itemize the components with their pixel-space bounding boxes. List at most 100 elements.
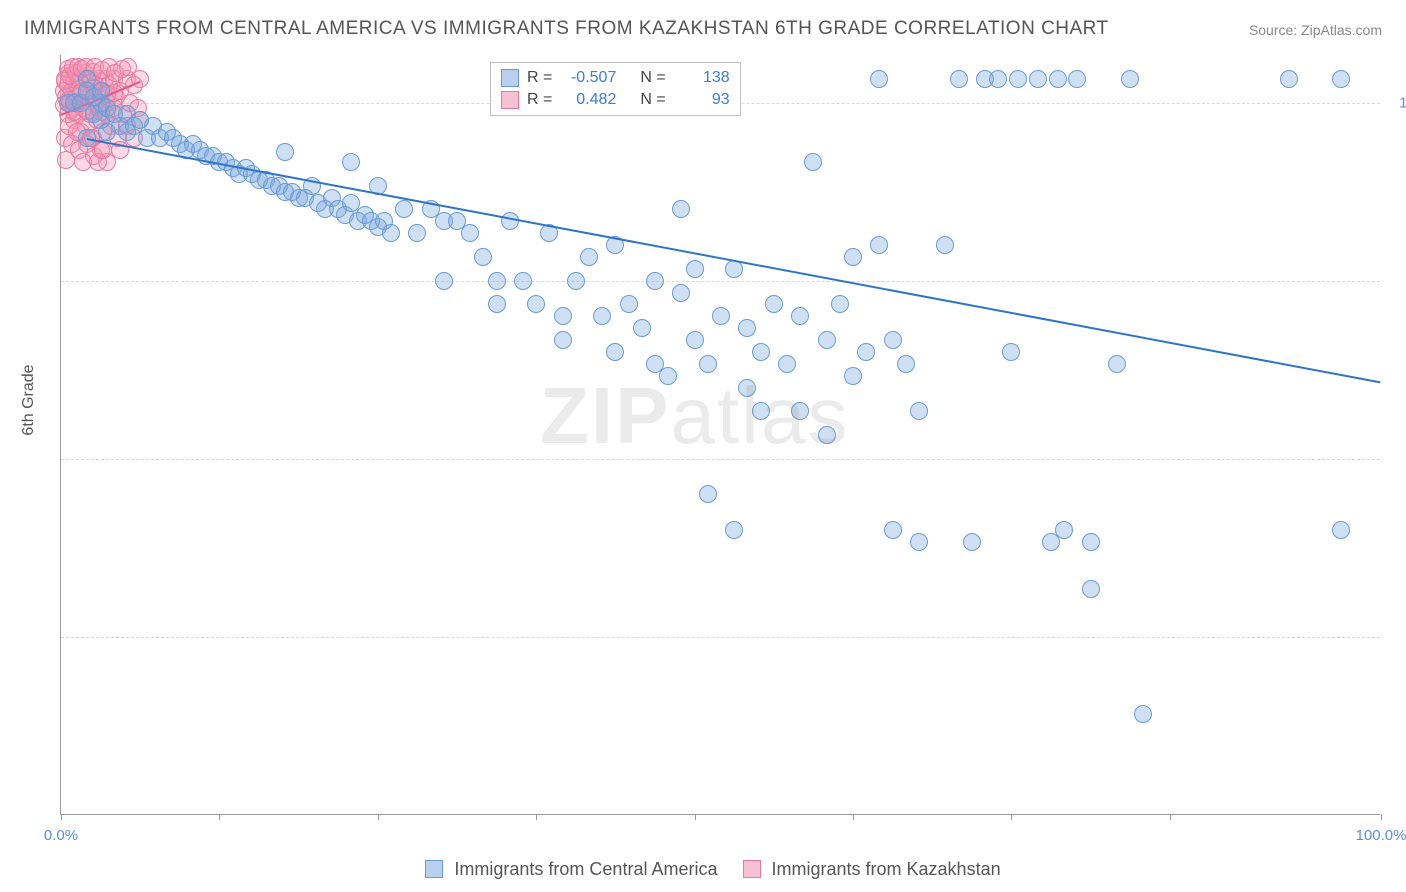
data-point-central-america (382, 224, 400, 242)
data-point-central-america (408, 224, 426, 242)
data-point-central-america (897, 355, 915, 373)
data-point-central-america (488, 272, 506, 290)
data-point-central-america (395, 200, 413, 218)
data-point-central-america (884, 521, 902, 539)
data-point-central-america (1332, 521, 1350, 539)
data-point-central-america (342, 153, 360, 171)
data-point-central-america (474, 248, 492, 266)
data-point-central-america (672, 200, 690, 218)
data-point-central-america (831, 295, 849, 313)
data-point-central-america (778, 355, 796, 373)
y-axis-label: 6th Grade (20, 364, 38, 435)
data-point-central-america (1280, 70, 1298, 88)
data-point-central-america (950, 70, 968, 88)
stats-row-kazakhstan: R = 0.482 N = 93 (501, 89, 730, 111)
n-label: N = (640, 69, 665, 87)
data-point-central-america (1049, 70, 1067, 88)
legend-label-central-america: Immigrants from Central America (454, 859, 717, 879)
data-point-central-america (910, 533, 928, 551)
n-value-central-america: 138 (674, 69, 730, 87)
data-point-central-america (1134, 705, 1152, 723)
data-point-central-america (1082, 533, 1100, 551)
data-point-central-america (686, 331, 704, 349)
data-point-central-america (857, 343, 875, 361)
n-label: N = (640, 91, 665, 109)
x-tick (61, 814, 62, 820)
data-point-central-america (752, 402, 770, 420)
data-point-central-america (593, 307, 611, 325)
data-point-central-america (1332, 70, 1350, 88)
y-tick-label: 100.0% (1390, 94, 1406, 111)
x-tick (378, 814, 379, 820)
data-point-central-america (620, 295, 638, 313)
data-point-kazakhstan (119, 58, 137, 76)
data-point-central-america (435, 272, 453, 290)
data-point-central-america (1068, 70, 1086, 88)
data-point-central-america (699, 485, 717, 503)
data-point-central-america (646, 272, 664, 290)
data-point-central-america (527, 295, 545, 313)
data-point-central-america (1002, 343, 1020, 361)
data-point-central-america (791, 402, 809, 420)
bottom-legend: Immigrants from Central America Immigran… (0, 859, 1406, 880)
data-point-central-america (1108, 355, 1126, 373)
data-point-central-america (672, 284, 690, 302)
data-point-central-america (818, 426, 836, 444)
x-tick (1381, 814, 1382, 820)
stats-legend: R = -0.507 N = 138 R = 0.482 N = 93 (490, 62, 741, 116)
source-attribution: Source: ZipAtlas.com (1249, 22, 1382, 38)
data-point-central-america (844, 367, 862, 385)
chart-title: IMMIGRANTS FROM CENTRAL AMERICA VS IMMIG… (24, 18, 1109, 40)
n-value-kazakhstan: 93 (674, 91, 730, 109)
y-tick-label: 70.0% (1390, 450, 1406, 467)
trend-line-central-america (87, 138, 1381, 383)
x-tick (1011, 814, 1012, 820)
x-tick (1170, 814, 1171, 820)
data-point-central-america (936, 236, 954, 254)
plot-area: 55.0%70.0%85.0%100.0%0.0%100.0% (60, 55, 1380, 815)
swatch-kazakhstan (501, 91, 519, 109)
data-point-central-america (92, 82, 110, 100)
data-point-central-america (884, 331, 902, 349)
data-point-central-america (818, 331, 836, 349)
x-tick-label: 0.0% (44, 827, 78, 844)
data-point-central-america (1082, 580, 1100, 598)
data-point-central-america (910, 402, 928, 420)
data-point-central-america (752, 343, 770, 361)
y-tick-label: 55.0% (1390, 628, 1406, 645)
r-label: R = (527, 91, 552, 109)
data-point-central-america (567, 272, 585, 290)
data-point-central-america (488, 295, 506, 313)
legend-label-kazakhstan: Immigrants from Kazakhstan (772, 859, 1001, 879)
x-tick (219, 814, 220, 820)
data-point-central-america (659, 367, 677, 385)
gridline (61, 459, 1380, 460)
data-point-central-america (699, 355, 717, 373)
data-point-central-america (1121, 70, 1139, 88)
r-value-kazakhstan: 0.482 (560, 91, 616, 109)
data-point-central-america (606, 343, 624, 361)
data-point-central-america (804, 153, 822, 171)
data-point-central-america (514, 272, 532, 290)
stats-row-central-america: R = -0.507 N = 138 (501, 67, 730, 89)
gridline (61, 637, 1380, 638)
r-value-central-america: -0.507 (560, 69, 616, 87)
swatch-central-america (501, 69, 519, 87)
data-point-central-america (738, 319, 756, 337)
data-point-central-america (554, 307, 572, 325)
x-tick (536, 814, 537, 820)
data-point-central-america (98, 123, 116, 141)
data-point-central-america (963, 533, 981, 551)
data-point-central-america (989, 70, 1007, 88)
data-point-central-america (633, 319, 651, 337)
data-point-central-america (844, 248, 862, 266)
data-point-central-america (1009, 70, 1027, 88)
x-tick (695, 814, 696, 820)
data-point-central-america (870, 236, 888, 254)
x-tick-label: 100.0% (1356, 827, 1406, 844)
data-point-central-america (712, 307, 730, 325)
data-point-central-america (738, 379, 756, 397)
r-label: R = (527, 69, 552, 87)
data-point-central-america (276, 143, 294, 161)
data-point-central-america (791, 307, 809, 325)
